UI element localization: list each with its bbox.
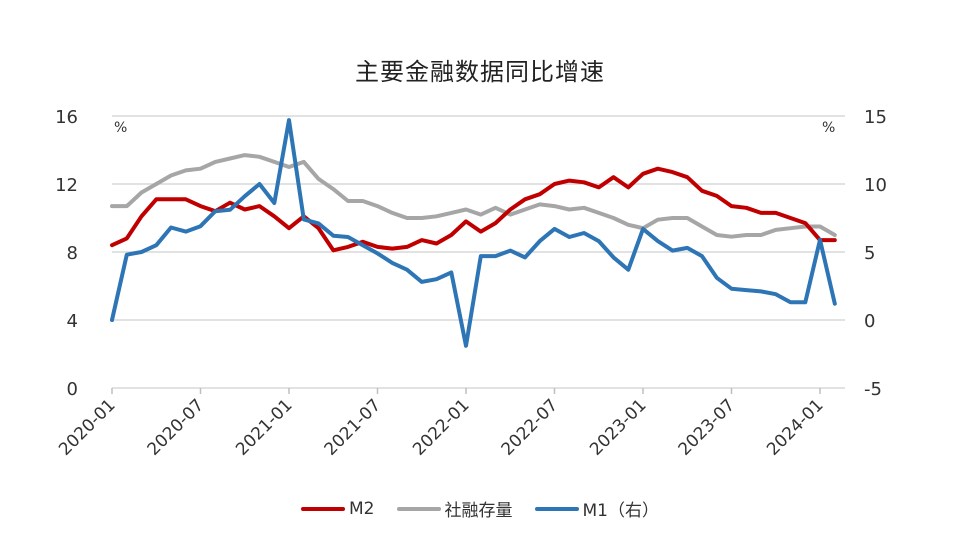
right-axis-tick: 0 bbox=[864, 311, 875, 332]
x-axis-tick: 2022-01 bbox=[409, 395, 473, 459]
x-axis-tick: 2020-01 bbox=[55, 395, 119, 459]
right-axis-tick: -5 bbox=[864, 379, 882, 400]
left-axis-tick: 12 bbox=[55, 175, 78, 196]
legend-item-tsf: 社融存量 bbox=[396, 496, 513, 521]
legend-item-m2: M2 bbox=[301, 498, 375, 519]
left-axis-unit: % bbox=[114, 120, 127, 136]
y-axis-left: 16 12 8 4 0 bbox=[55, 107, 78, 400]
left-axis-tick: 4 bbox=[67, 311, 78, 332]
x-axis-tick: 2021-01 bbox=[232, 395, 296, 459]
series-lines bbox=[110, 118, 837, 348]
legend-label-m1: M1（右） bbox=[582, 501, 659, 521]
legend-item-m1: M1（右） bbox=[534, 496, 659, 521]
y-axis-right: 15 10 5 0 -5 bbox=[864, 107, 887, 400]
right-axis-tick: 5 bbox=[864, 243, 875, 264]
m2-swatch-icon bbox=[301, 506, 346, 511]
left-axis-tick: 8 bbox=[67, 243, 78, 264]
right-axis-unit: % bbox=[822, 120, 835, 136]
series-line-m1 bbox=[110, 118, 837, 348]
left-axis-tick: 0 bbox=[67, 379, 78, 400]
legend-label-m2: M2 bbox=[349, 498, 375, 519]
series-line-m2 bbox=[110, 166, 837, 253]
x-axis-tick: 2020-07 bbox=[144, 395, 208, 459]
x-axis-tick: 2022-07 bbox=[498, 395, 562, 459]
tsf-swatch-icon bbox=[396, 506, 441, 511]
right-axis-tick: 10 bbox=[864, 175, 887, 196]
left-axis-tick: 16 bbox=[55, 107, 78, 128]
series-line-tsf bbox=[110, 153, 837, 239]
x-axis-tick: 2021-07 bbox=[321, 395, 385, 459]
gridlines bbox=[112, 115, 845, 389]
m1-swatch-icon bbox=[534, 506, 579, 511]
x-axis-tick: 2024-01 bbox=[763, 395, 827, 459]
legend: M2 社融存量 M1（右） bbox=[0, 496, 960, 521]
x-axis: 2020-01 2020-07 2021-01 2021-07 2022-01 2022-… bbox=[55, 388, 828, 460]
right-axis-tick: 15 bbox=[864, 107, 887, 128]
x-axis-tick: 2023-01 bbox=[586, 395, 650, 459]
chart-title: 主要金融数据同比增速 bbox=[355, 58, 605, 86]
legend-label-tsf: 社融存量 bbox=[444, 501, 513, 521]
x-axis-tick: 2023-07 bbox=[675, 395, 739, 459]
